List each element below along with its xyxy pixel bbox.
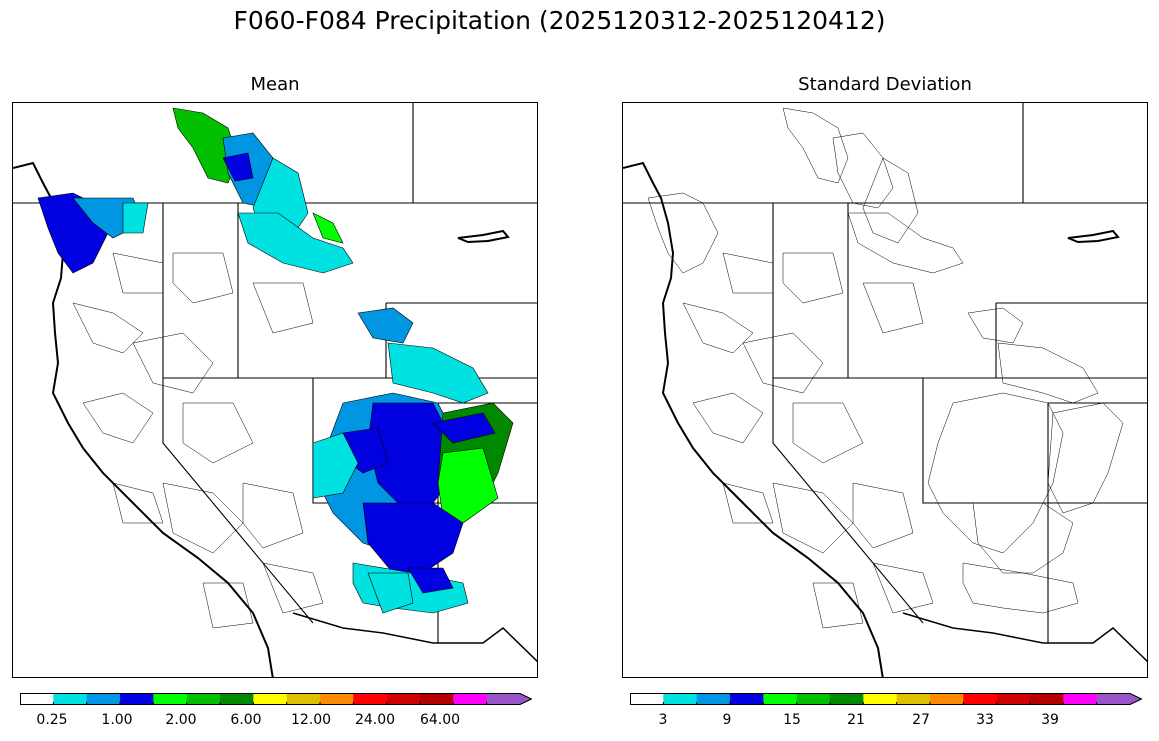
mexico-border [292, 612, 537, 663]
mean-tick-label: 64.00 [419, 712, 461, 728]
mean-tick-label: 12.00 [290, 712, 332, 728]
colorbar-segment [320, 693, 354, 705]
stddev-tick-label: 15 [783, 712, 801, 728]
colorbar-segment [730, 693, 764, 705]
colorbar-segment [86, 693, 121, 705]
colorbar-segment [930, 693, 964, 705]
mean-colorbar [20, 690, 533, 705]
colorbar-segment [286, 693, 321, 705]
colorbar-segment [53, 693, 88, 705]
colorbar-segment [630, 693, 664, 705]
colorbar-segment [996, 693, 1031, 705]
stddev-colorbar [630, 690, 1143, 705]
colorbar-outline [630, 693, 1143, 705]
figure-title: F060-F084 Precipitation (2025120312-2025… [233, 6, 886, 35]
colorbar-segment [253, 693, 288, 705]
stddev-colorbar-svg [630, 693, 1143, 705]
colorbar-segment [20, 693, 54, 705]
stddev-tick-label: 9 [722, 712, 732, 728]
stddev-tick-label: 27 [912, 712, 930, 728]
colorbar-segment [796, 693, 831, 705]
colorbar-segment [120, 693, 154, 705]
colorbar-segment [896, 693, 931, 705]
colorbar-segment [420, 693, 454, 705]
stddev-map-canvas [623, 103, 1147, 677]
state-border-north [162, 203, 537, 379]
mean-panel-title: Mean [250, 74, 300, 95]
colorbar-segment [186, 693, 221, 705]
mean-tick-label: 24.00 [354, 712, 396, 728]
stddev-panel-title: Standard Deviation [798, 74, 972, 95]
lake-outline [457, 229, 510, 244]
mean-colorbar-svg [20, 693, 533, 705]
stddev-tick-label: 3 [658, 712, 668, 728]
pacific-coastline [13, 161, 274, 677]
pacific-coastline [623, 161, 884, 677]
mean-tick-label: 2.00 [165, 712, 197, 728]
lake-outline [1067, 229, 1120, 244]
colorbar-segment [453, 693, 488, 705]
mean-tick-label: 1.00 [101, 712, 133, 728]
colorbar-segment [220, 693, 254, 705]
colorbar-segment [353, 693, 388, 705]
mean-tick-label: 6.00 [230, 712, 262, 728]
stddev-tick-label: 21 [847, 712, 865, 728]
colorbar-segment [486, 693, 532, 705]
mean-tick-label: 0.25 [36, 712, 68, 728]
ca-nv-border [162, 378, 314, 624]
stddev-tick-label: 39 [1041, 712, 1059, 728]
mean-map [12, 102, 538, 678]
stddev-map [622, 102, 1148, 678]
colorbar-segment [963, 693, 998, 705]
mexico-border [902, 612, 1147, 663]
colorbar-segment [386, 693, 421, 705]
colorbar-segment [1030, 693, 1064, 705]
colorbar-segment [763, 693, 798, 705]
colorbar-segment [1063, 693, 1098, 705]
colorbar-segment [1096, 693, 1142, 705]
colorbar-outline [20, 693, 533, 705]
colorbar-segment [153, 693, 188, 705]
stddev-tick-label: 33 [976, 712, 994, 728]
colorbar-segment [830, 693, 864, 705]
mean-map-canvas [13, 103, 537, 677]
colorbar-segment [863, 693, 898, 705]
colorbar-segment [663, 693, 698, 705]
colorbar-segment [696, 693, 731, 705]
